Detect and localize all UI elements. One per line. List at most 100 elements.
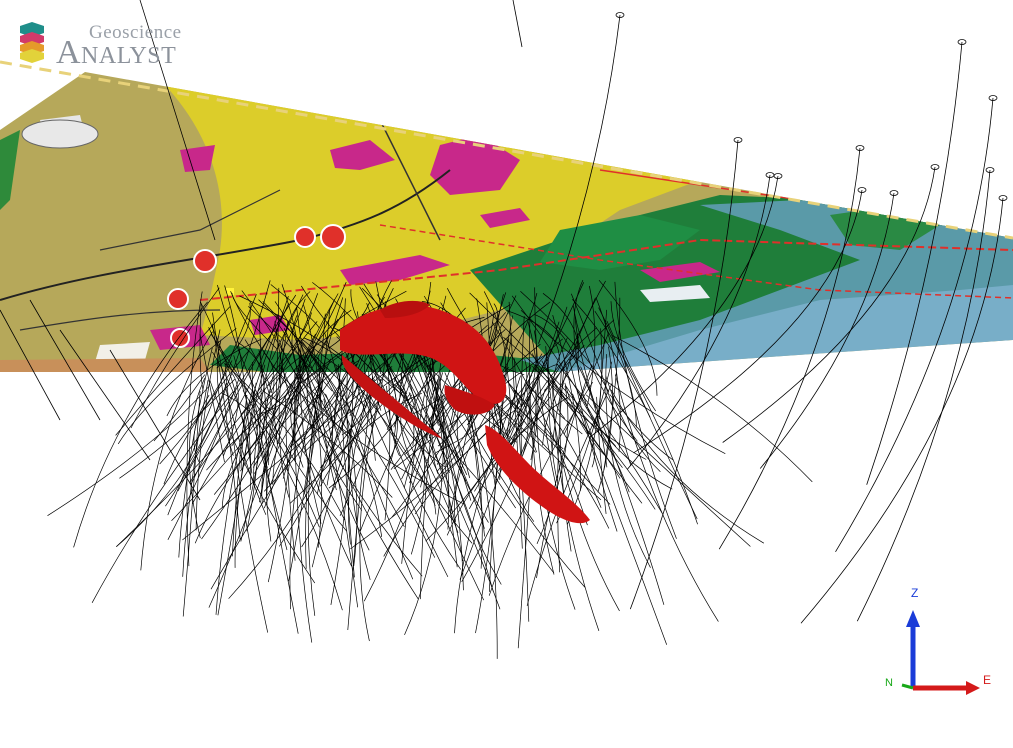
drillhole-trace[interactable]: [331, 298, 346, 436]
geology-map-plane[interactable]: [0, 60, 1013, 380]
drillhole-trace[interactable]: [281, 284, 301, 415]
drillhole-trace[interactable]: [244, 339, 278, 445]
drillhole-trace[interactable]: [139, 0, 216, 241]
drillhole-trace[interactable]: [140, 331, 213, 571]
drillhole-trace[interactable]: [254, 318, 339, 474]
drillhole-trace[interactable]: [359, 394, 380, 642]
drillhole-trace[interactable]: [534, 314, 577, 361]
drillhole-trace[interactable]: [217, 382, 257, 616]
drillhole-trace[interactable]: [403, 379, 439, 488]
ore-body[interactable]: [341, 355, 442, 439]
drillhole-trace[interactable]: [527, 321, 539, 461]
ore-bodies[interactable]: [340, 300, 590, 524]
ore-body[interactable]: [380, 300, 430, 318]
drillhole-trace[interactable]: [435, 374, 533, 453]
drillhole-trace[interactable]: [586, 394, 751, 547]
drillhole-trace[interactable]: [508, 327, 598, 461]
drillhole-trace[interactable]: [491, 321, 588, 526]
drillhole-trace[interactable]: [568, 359, 618, 532]
drillhole-trace[interactable]: [119, 378, 236, 479]
drillhole-trace[interactable]: [503, 337, 656, 510]
drillhole-trace[interactable]: [91, 390, 234, 603]
drillhole-trace[interactable]: [258, 349, 267, 496]
drillhole-trace[interactable]: [289, 335, 430, 504]
drillhole-trace[interactable]: [279, 384, 358, 547]
drillhole-trace[interactable]: [195, 329, 221, 531]
drillhole-trace[interactable]: [29, 299, 101, 421]
drillhole-trace[interactable]: [718, 147, 861, 550]
drillhole-trace[interactable]: [512, 363, 559, 415]
drillhole-trace[interactable]: [596, 396, 607, 514]
drillhole-trace[interactable]: [572, 298, 651, 418]
drillhole-trace[interactable]: [221, 393, 277, 508]
drillhole-trace[interactable]: [528, 313, 555, 575]
drillhole-trace[interactable]: [263, 375, 325, 509]
drillhole-trace[interactable]: [288, 313, 326, 582]
ore-body[interactable]: [444, 385, 495, 415]
drillhole-trace[interactable]: [508, 301, 523, 549]
drillhole-trace[interactable]: [547, 357, 558, 481]
drillhole-trace[interactable]: [512, 0, 523, 48]
drillhole-trace[interactable]: [278, 291, 311, 384]
drillhole-trace[interactable]: [306, 342, 317, 432]
drillhole-trace[interactable]: [531, 353, 647, 460]
drillhole-trace[interactable]: [419, 344, 445, 600]
drillhole-trace[interactable]: [73, 301, 208, 548]
ore-body[interactable]: [340, 305, 507, 404]
drillhole-trace[interactable]: [363, 283, 517, 443]
drillhole-trace[interactable]: [199, 304, 204, 391]
drillhole-trace[interactable]: [189, 314, 279, 483]
drillhole-trace[interactable]: [309, 353, 383, 537]
drillhole-trace[interactable]: [529, 391, 537, 453]
drillhole-trace[interactable]: [231, 394, 248, 557]
drillhole-trace[interactable]: [307, 375, 325, 616]
drillhole-trace[interactable]: [116, 389, 263, 547]
drillhole-trace[interactable]: [563, 332, 609, 435]
drillhole-trace[interactable]: [311, 378, 370, 568]
drillhole-trace[interactable]: [866, 41, 963, 485]
drillhole-trace[interactable]: [130, 287, 220, 429]
drillhole-trace[interactable]: [182, 391, 201, 617]
drillhole-trace[interactable]: [328, 394, 412, 489]
drillhole-trace[interactable]: [343, 367, 436, 507]
drillhole-trace[interactable]: [594, 311, 698, 525]
drillhole-trace[interactable]: [212, 312, 267, 515]
drillhole-trace[interactable]: [461, 389, 546, 582]
drillhole-trace[interactable]: [231, 293, 319, 447]
drillhole-trace[interactable]: [542, 293, 579, 360]
drillhole-trace[interactable]: [573, 279, 584, 373]
drillhole-trace[interactable]: [606, 320, 698, 520]
drillhole-trace[interactable]: [266, 393, 321, 503]
drillhole-trace[interactable]: [285, 397, 296, 561]
drillhole-trace[interactable]: [186, 291, 203, 567]
drillhole-trace[interactable]: [564, 384, 595, 468]
drillhole-trace[interactable]: [177, 327, 276, 492]
drillhole-trace[interactable]: [439, 376, 502, 585]
drillhole-trace[interactable]: [211, 323, 241, 540]
drillhole-trace[interactable]: [603, 297, 621, 471]
drillhole-trace[interactable]: [506, 365, 512, 437]
drillhole-trace[interactable]: [303, 304, 511, 453]
drillhole-trace[interactable]: [261, 364, 308, 503]
drillhole-trace[interactable]: [260, 376, 274, 450]
drillhole-trace[interactable]: [835, 97, 994, 553]
drillhole-trace[interactable]: [165, 350, 241, 507]
drillhole-trace[interactable]: [383, 333, 464, 562]
drillhole-trace[interactable]: [320, 392, 422, 487]
drillhole-trace[interactable]: [404, 329, 464, 591]
drillhole-trace[interactable]: [610, 301, 656, 412]
drillhole-trace[interactable]: [251, 361, 268, 468]
drillhole-trace[interactable]: [605, 375, 661, 472]
drillhole-trace[interactable]: [800, 197, 1004, 624]
drillhole-trace[interactable]: [528, 385, 583, 435]
drillhole-trace[interactable]: [109, 349, 201, 501]
drillhole-trace[interactable]: [191, 321, 318, 505]
drillhole-trace[interactable]: [224, 362, 269, 633]
drillhole-trace[interactable]: [430, 342, 458, 568]
drillhole-trace[interactable]: [586, 285, 596, 409]
drillhole-trace[interactable]: [629, 139, 739, 610]
drillhole-trace[interactable]: [280, 365, 363, 511]
drillhole-trace[interactable]: [551, 280, 606, 452]
